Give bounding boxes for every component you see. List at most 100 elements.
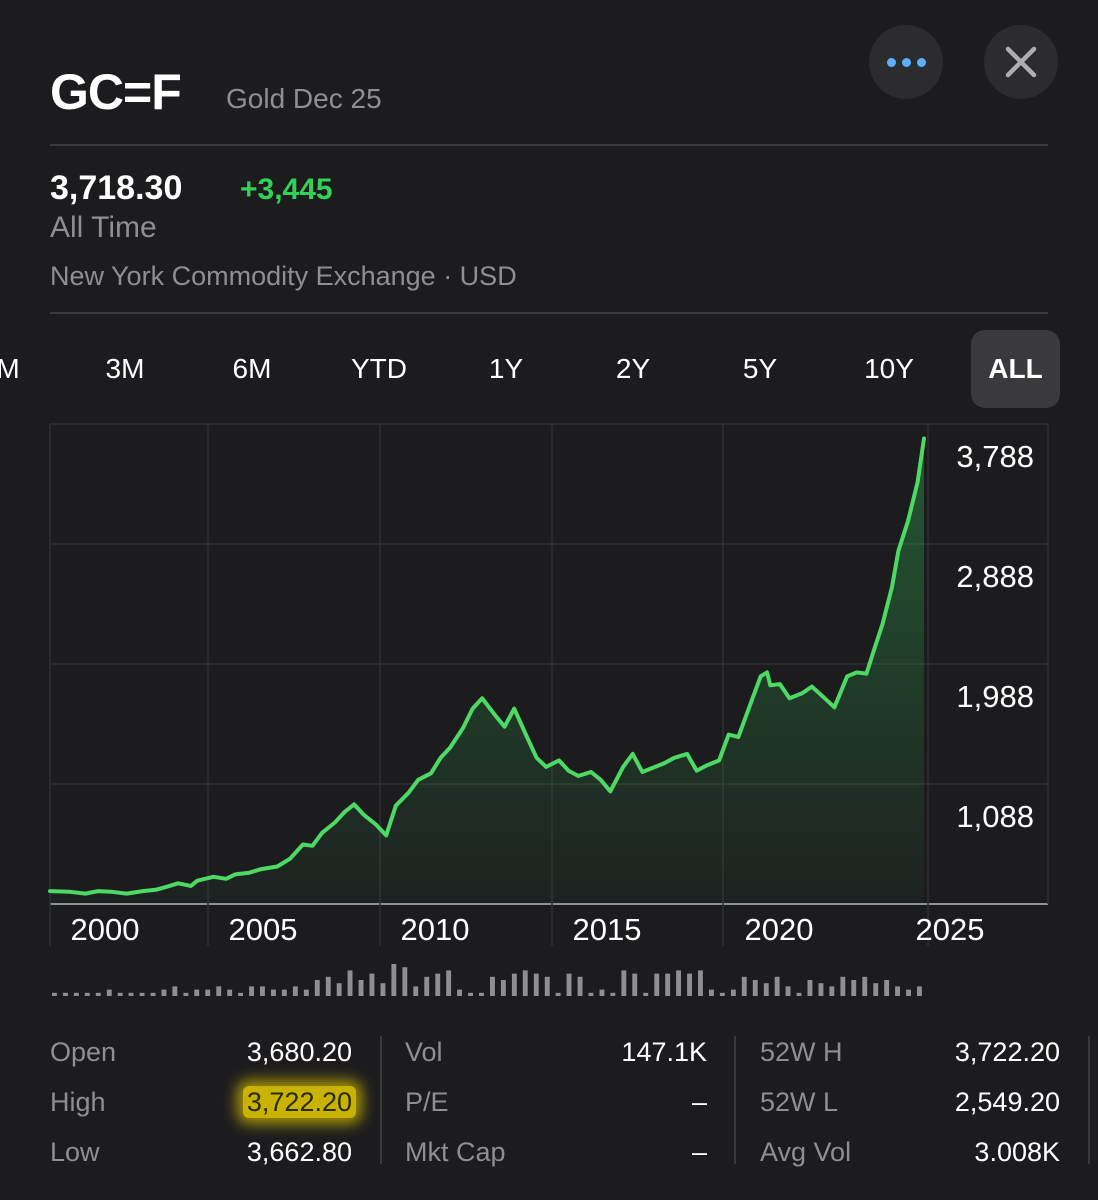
volume-bar bbox=[73, 992, 79, 996]
volume-bar bbox=[260, 986, 265, 996]
x-tick-label: 2005 bbox=[229, 912, 298, 947]
volume-bar bbox=[643, 992, 649, 996]
stat-label: 52W H bbox=[760, 1037, 843, 1067]
stat-value: 3,722.20 bbox=[954, 1037, 1060, 1067]
volume-bar bbox=[95, 992, 101, 996]
volume-bar bbox=[303, 989, 309, 996]
ellipsis-icon bbox=[886, 57, 926, 67]
x-tick-label: 2015 bbox=[573, 912, 642, 947]
stat-value: 3.008K bbox=[974, 1137, 1060, 1167]
tab-1y[interactable]: 1Y bbox=[488, 353, 524, 384]
volume-bar bbox=[238, 992, 243, 996]
volume-bar bbox=[139, 992, 145, 996]
volume-bar bbox=[183, 992, 189, 996]
volume-bar bbox=[610, 992, 616, 996]
volume-bar bbox=[906, 989, 911, 996]
volume-bar bbox=[106, 989, 112, 996]
close-icon bbox=[1005, 46, 1037, 78]
stat-label: 52W L bbox=[760, 1087, 839, 1117]
instrument-name: Gold Dec 25 bbox=[226, 83, 382, 114]
volume-bar bbox=[490, 976, 495, 996]
close-button[interactable] bbox=[984, 25, 1058, 99]
volume-bar bbox=[424, 976, 430, 996]
tab-3m[interactable]: 3M bbox=[105, 353, 145, 384]
volume-bar bbox=[533, 973, 539, 996]
volume-bar bbox=[719, 992, 725, 996]
stat-label: P/E bbox=[405, 1087, 449, 1117]
volume-bar bbox=[281, 989, 287, 996]
volume-bar bbox=[511, 973, 517, 996]
volume-bar bbox=[632, 973, 638, 996]
tab-10y[interactable]: 10Y bbox=[864, 353, 914, 384]
volume-bar bbox=[807, 980, 813, 996]
volume-bar bbox=[500, 980, 506, 996]
volume-bar bbox=[621, 970, 627, 996]
stats-column-3: 52W H 3,722.20 52W L 2,549.20 Avg Vol 3.… bbox=[760, 1036, 1060, 1186]
stat-label: Low bbox=[50, 1137, 100, 1167]
volume-bar bbox=[752, 980, 758, 996]
more-button[interactable] bbox=[869, 25, 943, 99]
volume-bar bbox=[227, 989, 233, 996]
volume-bar bbox=[479, 992, 484, 996]
volume-bar bbox=[314, 980, 320, 996]
volume-bar bbox=[895, 986, 900, 996]
exchange-label: New York Commodity Exchange · USD bbox=[50, 261, 517, 291]
stat-52w-high: 52W H 3,722.20 bbox=[760, 1036, 1060, 1086]
tab-5y[interactable]: 5Y bbox=[742, 353, 778, 384]
volume-bar bbox=[468, 992, 473, 996]
volume-bar bbox=[785, 986, 791, 996]
volume-bar bbox=[271, 989, 276, 996]
y-tick-label: 1,988 bbox=[956, 679, 1034, 714]
stat-vol: Vol 147.1K bbox=[405, 1036, 707, 1086]
tab-all[interactable]: ALL bbox=[971, 330, 1060, 408]
stat-label: Mkt Cap bbox=[405, 1137, 506, 1167]
volume-bar bbox=[774, 976, 780, 996]
tab-ytd[interactable]: YTD bbox=[351, 353, 407, 384]
range-tabs: M 3M 6M YTD 1Y 2Y 5Y 10Y ALL bbox=[0, 330, 1098, 408]
stat-value: 3,680.20 bbox=[246, 1037, 352, 1067]
stat-pe: P/E – bbox=[405, 1086, 707, 1136]
volume-bar bbox=[796, 992, 802, 996]
volume-bar bbox=[205, 989, 211, 996]
volume-bars bbox=[52, 964, 922, 996]
volume-bar bbox=[873, 983, 879, 996]
volume-bar bbox=[369, 973, 375, 996]
stats-edge-divider bbox=[1088, 1036, 1090, 1164]
volume-bar bbox=[763, 983, 769, 996]
stat-52w-low: 52W L 2,549.20 bbox=[760, 1086, 1060, 1136]
tab-6m[interactable]: 6M bbox=[232, 353, 272, 384]
stat-open: Open 3,680.20 bbox=[50, 1036, 352, 1086]
stats-divider bbox=[734, 1036, 736, 1164]
ticker-symbol: GC=F bbox=[50, 64, 182, 120]
stat-label: Avg Vol bbox=[760, 1137, 852, 1167]
volume-bar bbox=[884, 980, 890, 996]
volume-bar bbox=[555, 992, 561, 996]
volume-bar bbox=[150, 992, 156, 996]
volume-bar bbox=[446, 970, 452, 996]
volume-bar bbox=[249, 986, 254, 996]
x-tick-label: 2010 bbox=[401, 912, 470, 947]
tab-1m[interactable]: M bbox=[0, 353, 20, 384]
stat-low: Low 3,662.80 bbox=[50, 1136, 352, 1186]
volume-bar bbox=[862, 976, 868, 996]
volume-bar bbox=[216, 986, 222, 996]
volume-bar bbox=[566, 973, 572, 996]
stat-value: 3,662.80 bbox=[246, 1137, 352, 1167]
x-tick-label: 2000 bbox=[71, 912, 140, 947]
volume-bar bbox=[391, 964, 397, 996]
y-tick-label: 3,788 bbox=[956, 439, 1034, 474]
volume-bar bbox=[917, 986, 922, 996]
stats-divider bbox=[380, 1036, 382, 1164]
volume-bar bbox=[730, 989, 736, 996]
volume-bar bbox=[413, 986, 419, 996]
stats-column-2: Vol 147.1K P/E – Mkt Cap – bbox=[405, 1036, 707, 1186]
tab-2y[interactable]: 2Y bbox=[615, 353, 651, 384]
stat-value: 147.1K bbox=[621, 1037, 707, 1067]
stat-value: – bbox=[691, 1087, 707, 1117]
price-line bbox=[48, 436, 926, 896]
volume-bar bbox=[851, 980, 857, 996]
volume-bar bbox=[698, 970, 703, 996]
price-chart[interactable]: 3,788 2,888 1,988 1,088 2000 2005 2010 2015 202… bbox=[0, 410, 1098, 1010]
x-tick-label: 2025 bbox=[916, 912, 985, 947]
volume-bar bbox=[829, 986, 835, 996]
